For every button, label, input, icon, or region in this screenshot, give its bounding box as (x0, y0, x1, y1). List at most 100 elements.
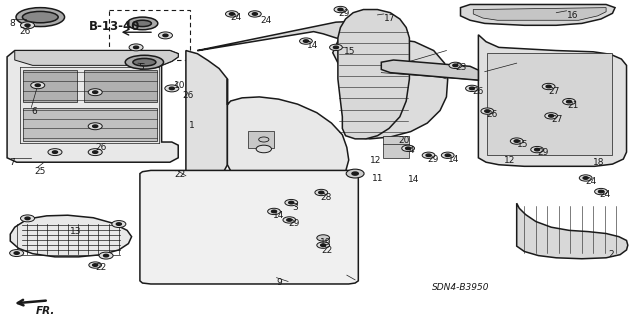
Circle shape (14, 252, 19, 254)
Circle shape (484, 110, 490, 112)
Circle shape (466, 85, 478, 92)
Circle shape (303, 40, 308, 42)
Text: 21: 21 (568, 101, 579, 110)
Circle shape (453, 64, 458, 67)
Circle shape (346, 169, 364, 178)
Circle shape (333, 46, 339, 48)
Text: 1: 1 (189, 121, 195, 130)
Circle shape (170, 87, 174, 90)
Circle shape (510, 138, 523, 144)
Circle shape (469, 87, 474, 90)
Circle shape (406, 147, 411, 150)
Circle shape (93, 91, 98, 93)
Circle shape (422, 152, 435, 159)
Circle shape (534, 148, 540, 151)
Circle shape (35, 84, 40, 86)
Circle shape (566, 100, 572, 103)
Circle shape (112, 220, 126, 227)
Circle shape (334, 6, 347, 13)
Text: 29: 29 (288, 219, 300, 228)
Circle shape (165, 85, 179, 92)
Text: 11: 11 (372, 174, 384, 182)
Circle shape (88, 89, 102, 96)
Circle shape (31, 82, 45, 89)
Circle shape (548, 115, 554, 117)
Circle shape (99, 252, 113, 259)
Circle shape (10, 249, 24, 256)
Text: 8: 8 (10, 19, 15, 28)
Text: 24: 24 (600, 190, 611, 199)
Text: 14: 14 (273, 211, 284, 220)
Circle shape (595, 189, 607, 195)
Circle shape (129, 44, 143, 51)
Circle shape (20, 215, 35, 222)
Ellipse shape (16, 8, 65, 26)
Circle shape (252, 13, 257, 15)
Circle shape (163, 34, 168, 37)
Text: 6: 6 (31, 107, 37, 116)
Text: 25: 25 (34, 167, 45, 176)
Polygon shape (338, 10, 410, 139)
Text: 15: 15 (516, 140, 528, 149)
Circle shape (426, 154, 431, 157)
Circle shape (52, 151, 58, 153)
Text: 24: 24 (260, 17, 271, 26)
Text: 7: 7 (10, 158, 15, 167)
Circle shape (545, 113, 557, 119)
Circle shape (402, 145, 415, 152)
Text: SDN4-B3950: SDN4-B3950 (433, 283, 490, 292)
Text: 10: 10 (174, 81, 186, 91)
Text: 29: 29 (338, 9, 349, 18)
Circle shape (449, 62, 462, 69)
Circle shape (481, 108, 493, 114)
Text: 12: 12 (504, 156, 515, 165)
Ellipse shape (127, 17, 158, 30)
Text: 24: 24 (586, 177, 597, 186)
Circle shape (317, 242, 330, 248)
Polygon shape (487, 53, 612, 155)
Circle shape (88, 123, 102, 130)
Circle shape (352, 172, 358, 175)
Text: 22: 22 (95, 263, 106, 272)
Text: 12: 12 (370, 156, 381, 165)
Text: 9: 9 (276, 278, 282, 287)
Text: 17: 17 (384, 14, 396, 23)
Circle shape (598, 190, 604, 193)
Text: 3: 3 (292, 203, 298, 211)
Circle shape (315, 189, 328, 196)
Circle shape (88, 149, 102, 156)
Polygon shape (248, 131, 274, 148)
Text: 22: 22 (174, 170, 186, 179)
Circle shape (319, 191, 324, 194)
Circle shape (93, 264, 98, 266)
Text: 26: 26 (472, 86, 483, 95)
Circle shape (289, 201, 294, 204)
Text: 26: 26 (182, 91, 193, 100)
Circle shape (116, 223, 122, 225)
Circle shape (93, 125, 98, 128)
Circle shape (531, 146, 543, 153)
Circle shape (25, 217, 30, 220)
Text: 5: 5 (138, 63, 144, 72)
Circle shape (317, 235, 330, 241)
Ellipse shape (134, 20, 152, 26)
Text: 16: 16 (566, 11, 578, 20)
Text: 27: 27 (548, 86, 560, 95)
Text: 14: 14 (408, 175, 419, 184)
Text: FR.: FR. (36, 306, 55, 316)
Text: 26: 26 (20, 26, 31, 35)
Text: 4: 4 (408, 146, 413, 155)
Circle shape (300, 38, 312, 44)
Circle shape (542, 83, 555, 90)
Text: 2: 2 (609, 250, 614, 259)
Ellipse shape (133, 58, 156, 66)
Circle shape (321, 244, 326, 247)
Text: 22: 22 (321, 246, 333, 255)
Circle shape (583, 177, 588, 179)
Circle shape (134, 46, 139, 48)
Circle shape (48, 149, 62, 156)
Circle shape (442, 152, 454, 159)
Text: 26: 26 (486, 110, 497, 120)
Circle shape (89, 262, 102, 268)
Circle shape (93, 151, 98, 153)
